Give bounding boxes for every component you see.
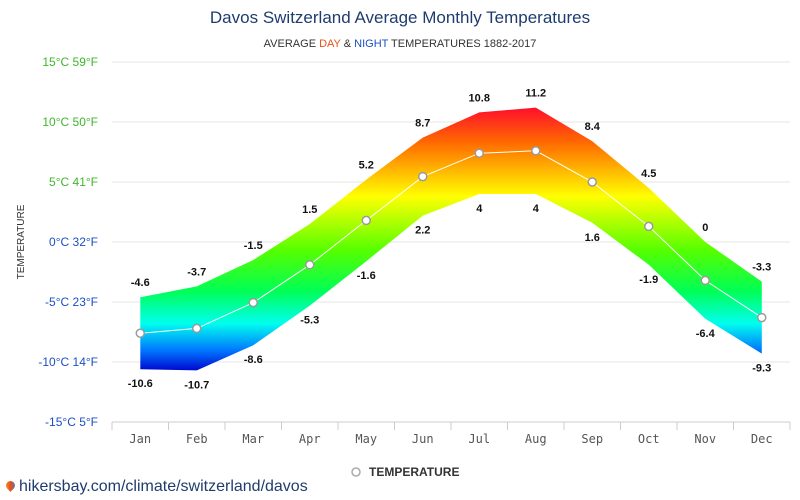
x-tick-label: Dec <box>751 432 773 446</box>
y-tick-label: -10°C 14°F <box>38 355 98 369</box>
day-value-label: 5.2 <box>359 160 374 172</box>
subtitle-suffix: TEMPERATURES 1882-2017 <box>388 38 536 50</box>
x-tick-label: Jun <box>412 432 434 446</box>
legend-label: TEMPERATURE <box>369 465 459 479</box>
day-value-label: -1.5 <box>244 240 263 252</box>
y-tick-label: 5°C 41°F <box>49 175 98 189</box>
x-tick-label: Oct <box>638 432 660 446</box>
night-value-label: -1.9 <box>639 274 658 286</box>
mean-line <box>140 150 763 334</box>
day-value-label: 4.5 <box>641 168 656 180</box>
day-value-label: 1.5 <box>302 204 317 216</box>
x-tick-label: May <box>355 432 377 446</box>
mean-point[interactable] <box>644 221 654 232</box>
y-tick-label: 10°C 50°F <box>42 115 98 129</box>
night-value-label: -6.4 <box>696 328 716 340</box>
chart-title: Davos Switzerland Average Monthly Temper… <box>210 8 590 27</box>
x-tick-label: Jul <box>468 432 490 446</box>
x-tick-label: Apr <box>299 432 321 446</box>
mean-point[interactable] <box>248 297 258 308</box>
night-value-label: 4 <box>476 203 483 215</box>
subtitle-night: NIGHT <box>354 38 389 50</box>
day-value-label: 11.2 <box>525 88 546 100</box>
mean-point[interactable] <box>361 215 371 226</box>
mean-point[interactable] <box>757 312 767 323</box>
x-tick-label: Jan <box>129 432 151 446</box>
day-value-label: 8.4 <box>585 121 601 133</box>
x-tick-label: Sep <box>581 432 603 446</box>
night-value-label: 2.2 <box>415 225 430 237</box>
mean-point[interactable] <box>418 171 428 182</box>
mean-point[interactable] <box>192 323 202 334</box>
mean-point[interactable] <box>531 146 541 156</box>
x-tick-label: Aug <box>525 432 547 446</box>
map-pin-icon <box>4 479 17 492</box>
day-value-label: 8.7 <box>415 118 430 130</box>
subtitle-prefix: AVERAGE <box>264 38 319 50</box>
mean-point[interactable] <box>700 275 710 286</box>
y-axis-ticks: 15°C 59°F 10°C 50°F 5°C 41°F 0°C 32°F -5°C 2… <box>38 55 98 429</box>
mean-point[interactable] <box>587 177 597 187</box>
day-night-band <box>140 107 762 371</box>
x-tick-label: Nov <box>694 432 716 446</box>
night-value-label: 4 <box>533 203 540 215</box>
night-value-label: -10.7 <box>184 379 209 391</box>
source-link[interactable]: hikersbay.com/climate/switzerland/davos <box>4 478 308 496</box>
y-tick-label: 0°C 32°F <box>49 235 98 249</box>
day-value-label: -4.6 <box>131 277 150 289</box>
source-text: hikersbay.com/climate/switzerland/davos <box>19 478 308 495</box>
legend[interactable]: TEMPERATURE <box>351 465 459 479</box>
temperature-band <box>140 107 762 371</box>
mean-point[interactable] <box>474 148 484 158</box>
chart-subtitle: AVERAGE DAY & NIGHT TEMPERATURES 1882-20… <box>264 38 537 50</box>
y-tick-label: -5°C 23°F <box>45 295 98 309</box>
mean-point[interactable] <box>135 328 145 338</box>
x-axis: Jan Feb Mar Apr May Jun Jul Aug Sep Oct Nov Dec <box>111 421 791 446</box>
night-value-label: -10.6 <box>128 378 153 390</box>
day-value-label: -3.3 <box>752 262 771 274</box>
mean-temperature-line <box>135 146 767 338</box>
mean-point[interactable] <box>305 260 315 270</box>
night-value-label: 1.6 <box>585 232 600 244</box>
y-axis-label: TEMPERATURE <box>16 204 27 279</box>
night-value-label: -1.6 <box>357 270 376 282</box>
data-labels: -4.6 -3.7 -1.5 1.5 5.2 8.7 10.8 11.2 8.4 4.5 0 -3.3… <box>128 88 772 392</box>
subtitle-day: DAY <box>319 38 341 50</box>
night-value-label: -8.6 <box>244 354 263 366</box>
night-value-label: -5.3 <box>300 315 319 327</box>
y-tick-label: 15°C 59°F <box>42 55 98 69</box>
day-value-label: 0 <box>702 222 708 234</box>
day-value-label: 10.8 <box>469 92 490 104</box>
day-value-label: -3.7 <box>187 266 206 278</box>
night-value-label: -9.3 <box>752 363 771 375</box>
x-tick-label: Mar <box>242 432 264 446</box>
y-tick-label: -15°C 5°F <box>45 415 98 429</box>
legend-marker-icon <box>351 467 361 477</box>
subtitle-mid: & <box>341 38 354 50</box>
x-tick-label: Feb <box>186 432 208 446</box>
